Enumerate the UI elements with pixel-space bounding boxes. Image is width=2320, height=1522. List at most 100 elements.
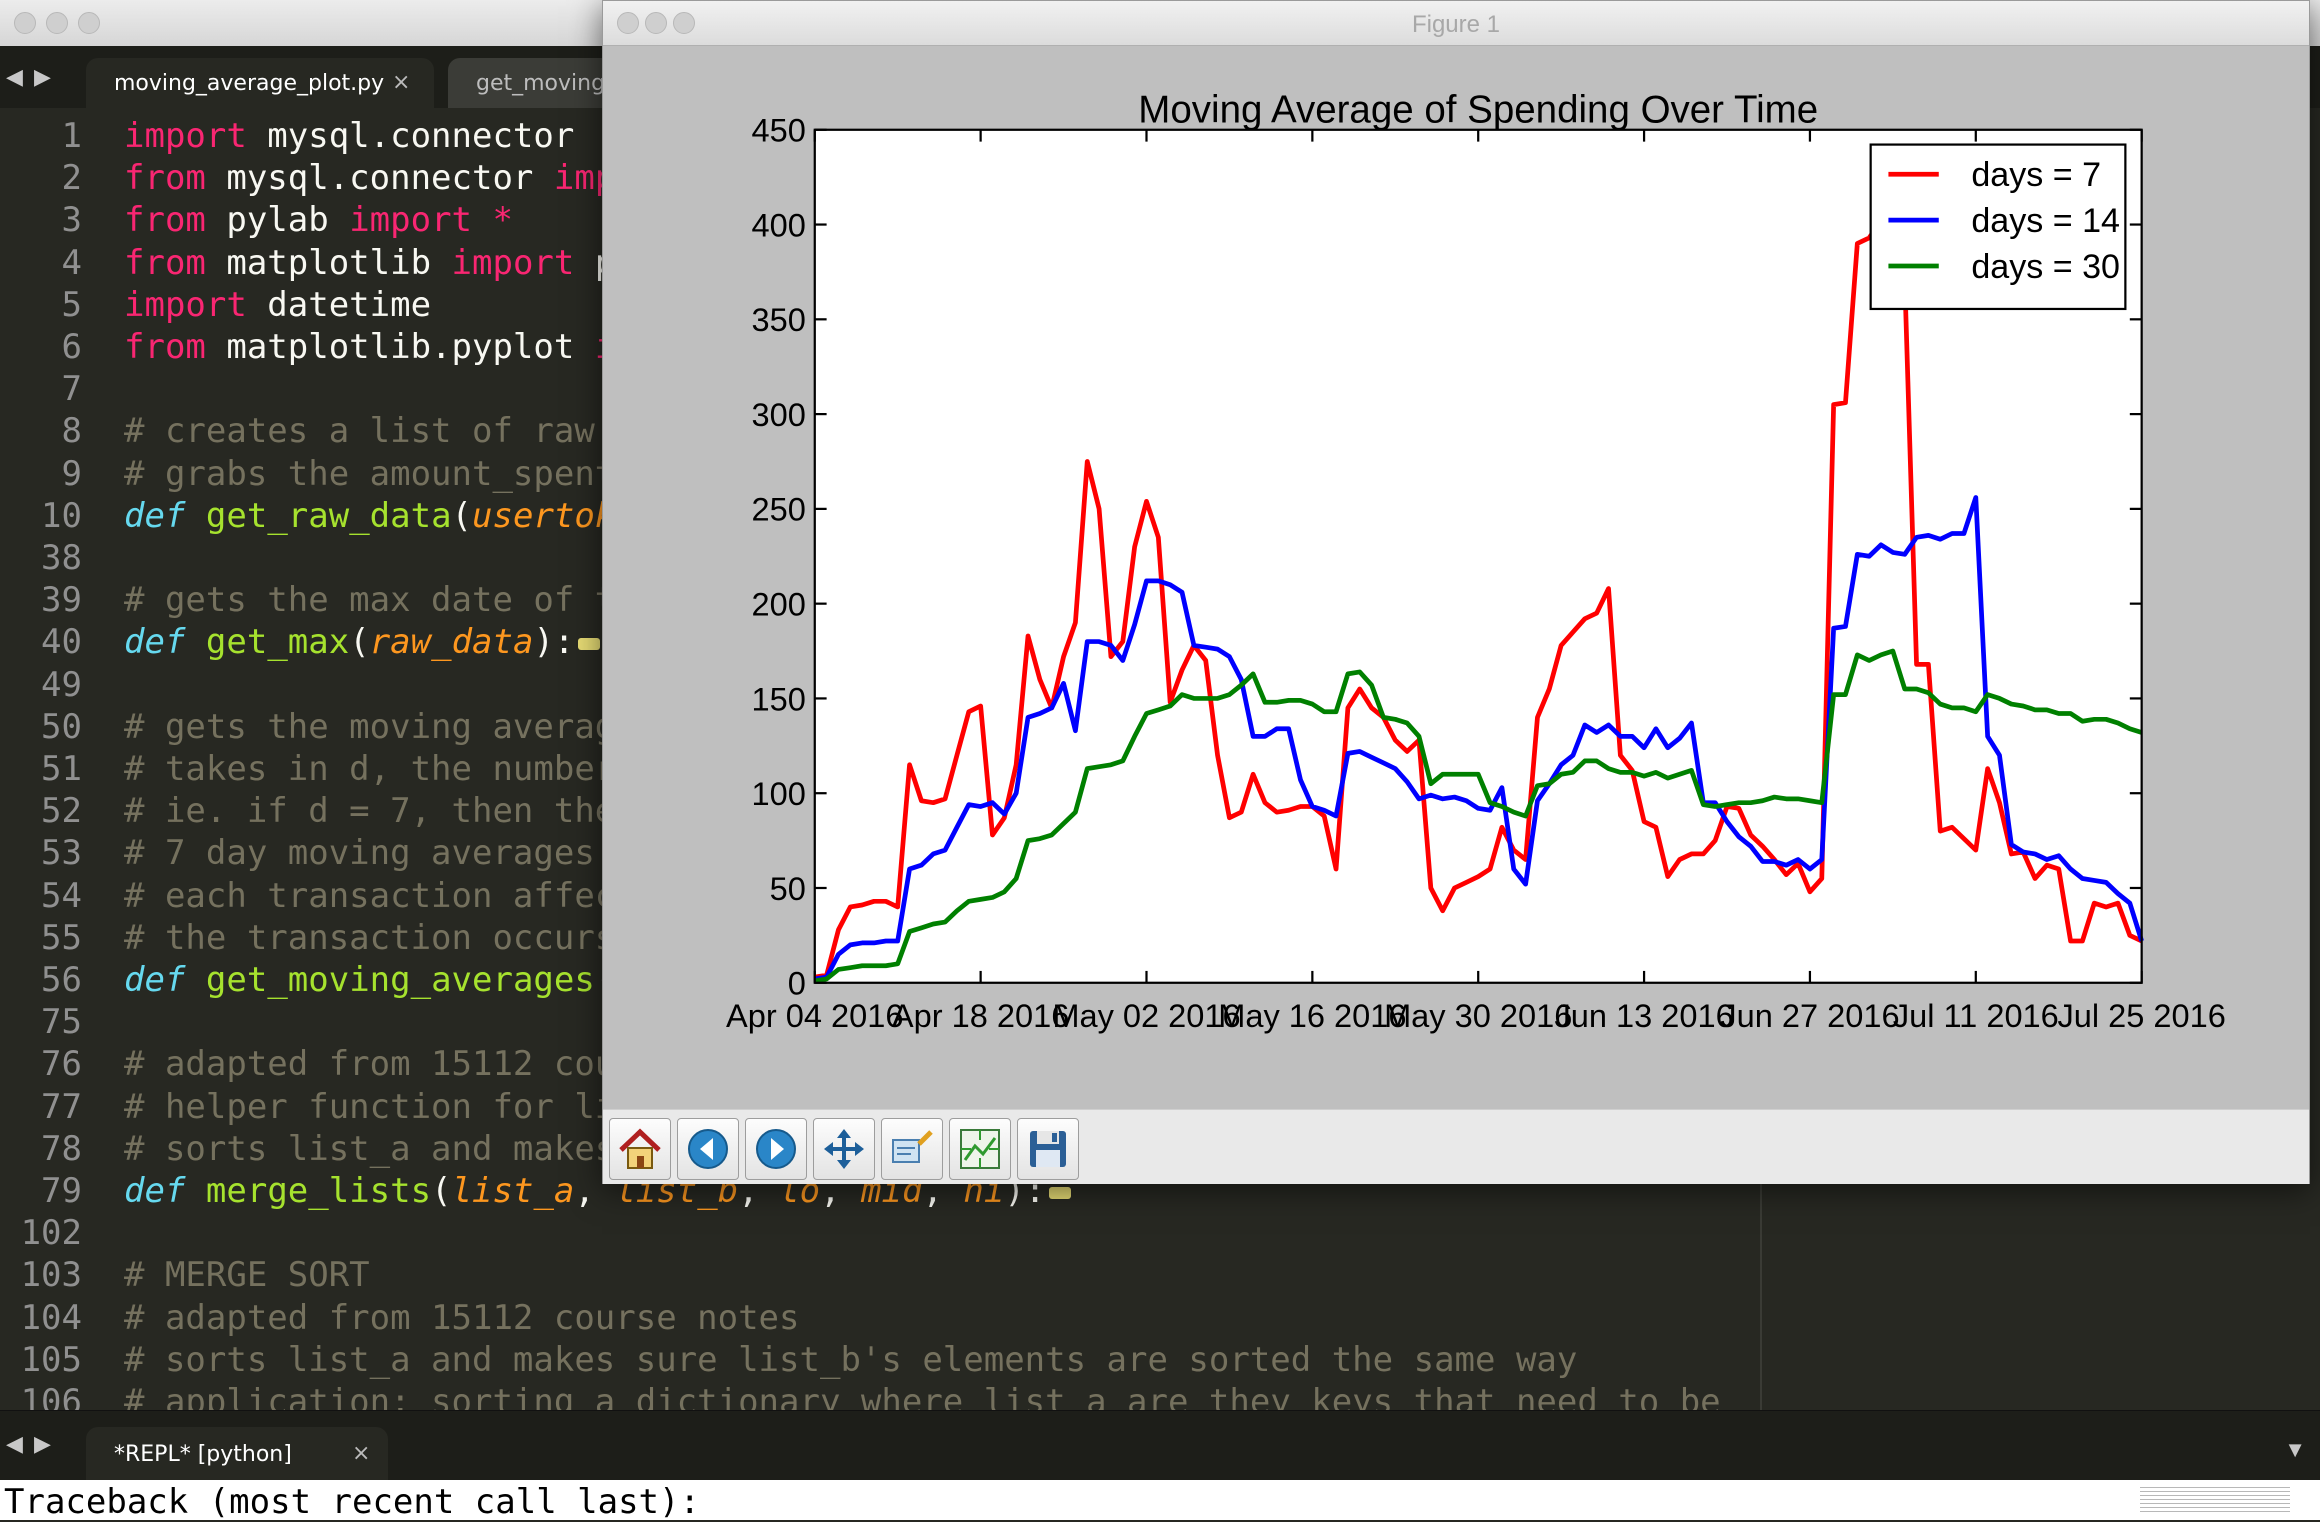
plot-canvas[interactable]: Moving Average of Spending Over Time 0 50 1… — [603, 45, 2309, 1109]
code-token: * — [492, 200, 513, 241]
line-number: 53 — [41, 833, 82, 874]
code-token: from — [124, 327, 206, 367]
repl-back-arrow-icon[interactable]: ◀ — [6, 1431, 23, 1456]
code-line: # application: sorting a dictionary wher… — [124, 1381, 1721, 1410]
code-token: matplotlib.pyplot — [205, 327, 595, 367]
x-tick-label: Jun 27 2016 — [1720, 998, 1899, 1034]
code-token: # grabs the amount_spent — [124, 453, 616, 494]
close-window-button[interactable] — [617, 12, 639, 34]
code-token: pylab — [205, 200, 350, 241]
axes-frame — [813, 128, 2143, 984]
code-token — [472, 200, 492, 240]
line-number: 49 — [41, 664, 82, 705]
figure-toolbar — [603, 1109, 2309, 1184]
code-token — [185, 622, 205, 662]
minimize-window-button[interactable] — [645, 12, 667, 34]
subplots-icon — [960, 1129, 1000, 1169]
code-token: # the transaction occurs — [124, 917, 616, 958]
code-token: get_max — [205, 622, 350, 663]
code-line: # gets the moving averag — [124, 706, 615, 748]
x-tick-label: May 30 2016 — [1384, 998, 1572, 1034]
code-token: mysql.connector — [246, 116, 575, 156]
code-token: # gets the max date of t — [124, 580, 616, 621]
code-token: def — [124, 622, 186, 663]
close-window-button[interactable] — [14, 12, 36, 34]
repl-forward-arrow-icon[interactable]: ▶ — [34, 1431, 51, 1456]
code-token: from — [124, 242, 206, 283]
x-tick-label: Apr 04 2016 — [726, 998, 903, 1034]
code-area[interactable]: 1 import mysql.connector 2 from mysql.conne… — [0, 112, 2320, 1410]
line-number: 56 — [41, 960, 82, 1000]
line-number: 106 — [20, 1382, 82, 1410]
code-token: # application: sorting a dictionary wher… — [124, 1382, 1721, 1410]
code-line: # gets the max date of t — [124, 579, 615, 621]
code-token: merge_lists — [205, 1171, 432, 1211]
zoom-rect-button[interactable] — [881, 1118, 943, 1180]
code-line: import datetime — [124, 284, 431, 326]
zoom-window-button[interactable] — [673, 12, 695, 34]
code-token: def — [124, 960, 186, 1000]
tab-back-arrow-icon[interactable]: ◀ — [6, 64, 23, 89]
code-line: from matplotlib import p — [124, 242, 615, 284]
code-line: # 7 day moving averages — [124, 832, 595, 874]
y-tick-label: 450 — [752, 113, 806, 149]
code-token: import — [349, 200, 473, 241]
code-line: # takes in d, the number — [124, 748, 615, 790]
zoom-window-button[interactable] — [78, 12, 100, 34]
code-line: # the transaction occurs — [124, 917, 615, 959]
line-number: 5 — [61, 284, 82, 325]
code-token: # helper function for li — [124, 1086, 616, 1127]
line-number: 52 — [41, 791, 82, 832]
y-tick-label: 300 — [752, 397, 806, 433]
save-button[interactable] — [1017, 1118, 1079, 1180]
code-line: # adapted from 15112 course notes — [124, 1297, 800, 1339]
tab-repl-python[interactable]: *REPL* [python] × — [86, 1427, 388, 1481]
line-number: 39 — [41, 580, 82, 621]
code-line: def get_moving_averages( — [124, 959, 615, 1001]
fold-marker-icon[interactable] — [578, 637, 601, 650]
y-tick-label: 400 — [752, 207, 806, 243]
tab-label: moving_average_plot.py — [114, 71, 385, 96]
repl-tab-bar: ◀ ▶ *REPL* [python] × ▼ — [0, 1410, 2320, 1481]
code-token: ( — [451, 495, 473, 536]
code-line: from matplotlib.pyplot i — [124, 326, 615, 368]
line-number: 2 — [61, 158, 82, 199]
minimap[interactable] — [2140, 1484, 2290, 1514]
code-token — [185, 960, 205, 1000]
code-line: import mysql.connector — [124, 115, 574, 157]
code-line: # creates a list of raw — [124, 410, 595, 452]
tab-close-icon[interactable]: × — [392, 70, 411, 95]
home-button[interactable] — [609, 1118, 671, 1180]
tab-forward-arrow-icon[interactable]: ▶ — [34, 64, 51, 89]
forward-button[interactable] — [745, 1118, 807, 1180]
code-token: ): — [533, 622, 575, 663]
fold-marker-icon[interactable] — [1049, 1186, 1072, 1199]
subplots-button[interactable] — [949, 1118, 1011, 1180]
back-button[interactable] — [677, 1118, 739, 1180]
code-token: usertok — [472, 495, 616, 536]
series-line-3 — [814, 648, 2143, 984]
code-token: # 7 day moving averages — [124, 833, 595, 874]
code-token: mysql.connector — [205, 158, 554, 199]
code-token: # each transaction affec — [124, 875, 616, 916]
code-line: # each transaction affec — [124, 875, 615, 917]
home-icon — [619, 1128, 661, 1169]
code-token: from — [124, 200, 206, 241]
code-line: # sorts list_a and makes — [124, 1128, 615, 1170]
code-line: # grabs the amount_spent — [124, 453, 615, 495]
code-line: from mysql.connector imp — [124, 157, 615, 199]
repl-console[interactable]: Traceback (most recent call last): — [0, 1480, 2320, 1522]
figure-window: Figure 1 Moving Average of Spending Over… — [602, 0, 2310, 1184]
legend-label: days = 7 — [1971, 156, 2101, 194]
tab-close-icon[interactable]: × — [352, 1441, 371, 1466]
pan-button[interactable] — [813, 1118, 875, 1180]
line-number: 50 — [41, 706, 82, 747]
code-token: ( — [431, 1171, 452, 1211]
code-token: get_raw_data — [205, 495, 452, 536]
y-tick-label: 50 — [770, 871, 806, 907]
x-tick-label: Jul 11 2016 — [1893, 998, 2059, 1034]
tab-label: *REPL* [python] — [114, 1442, 292, 1467]
minimize-window-button[interactable] — [46, 12, 68, 34]
chevron-down-icon[interactable]: ▼ — [2284, 1437, 2306, 1462]
tab-moving-average-plot[interactable]: moving_average_plot.py × — [86, 58, 434, 108]
